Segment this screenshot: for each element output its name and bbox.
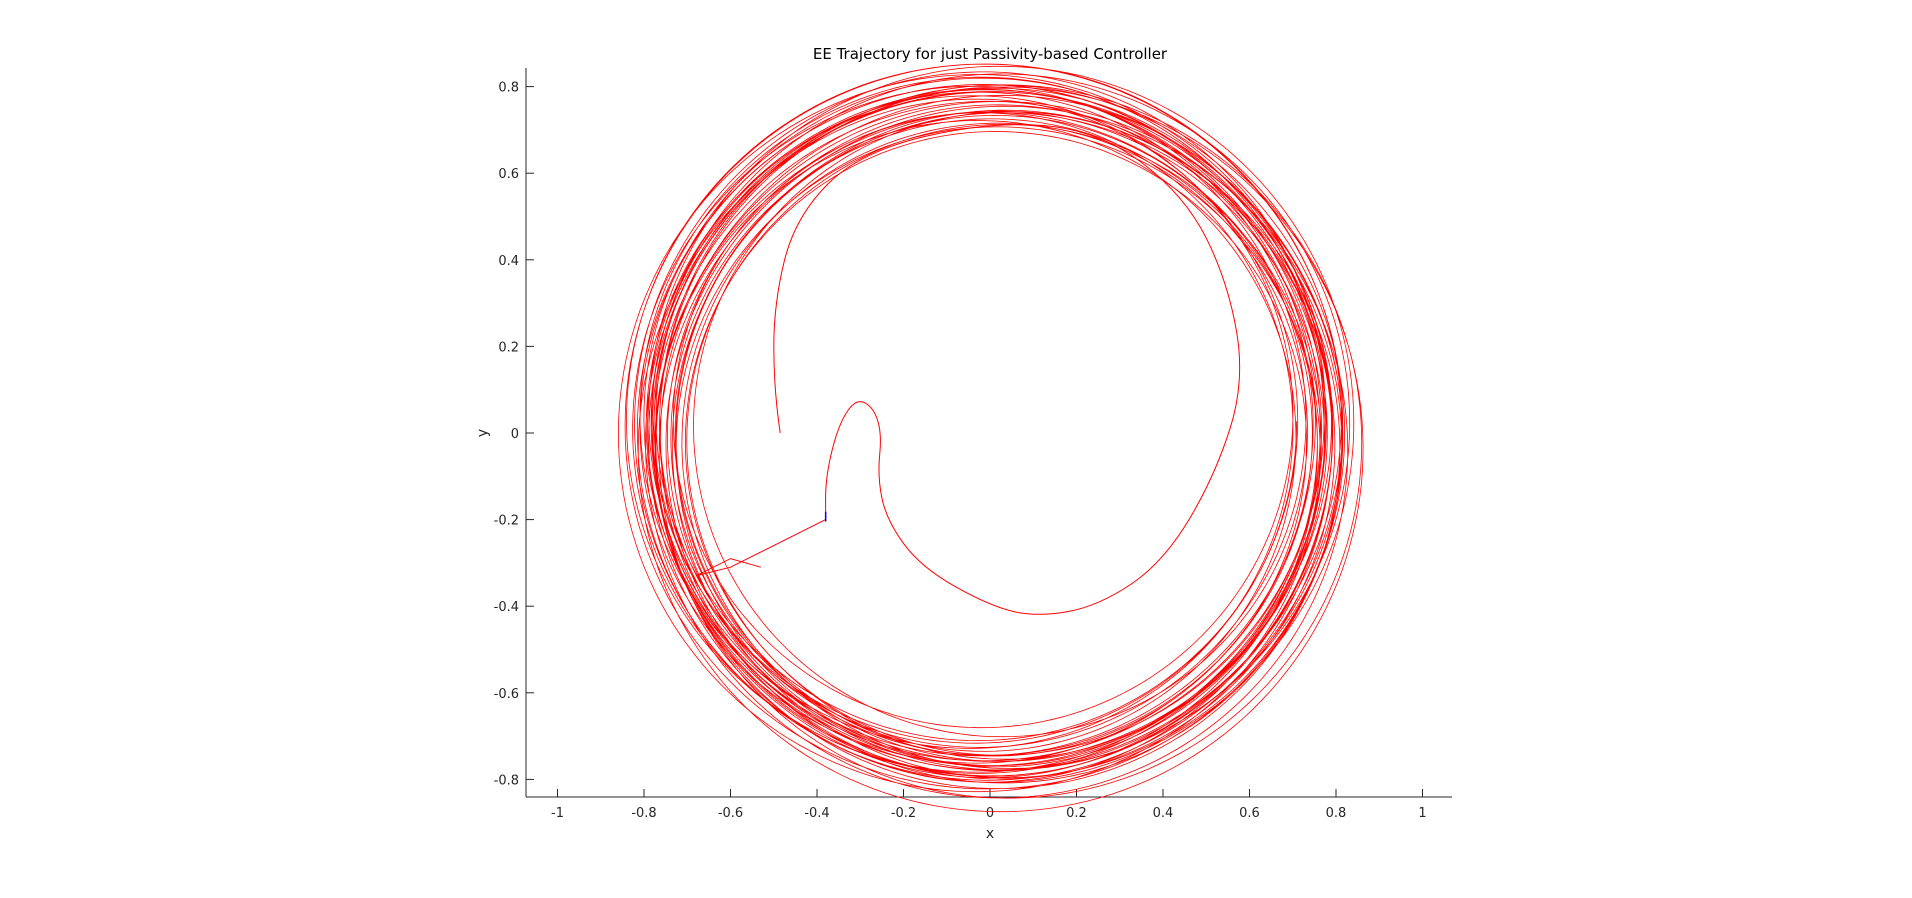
series-group — [617, 63, 1364, 813]
y-tick-label: 0.8 — [498, 81, 519, 96]
x-tick-label: 0.8 — [1326, 806, 1347, 821]
x-tick-label: -0.2 — [891, 806, 916, 821]
trajectory-inner-loop-line — [773, 124, 1241, 615]
x-tick-label: 0 — [986, 806, 994, 821]
x-tick-label: -0.4 — [804, 806, 829, 821]
y-tick-label: -0.8 — [494, 773, 519, 788]
y-tick-label: 0.4 — [498, 254, 519, 269]
y-tick-label: -0.6 — [494, 687, 519, 702]
x-tick-label: -0.6 — [718, 806, 743, 821]
y-tick-label: 0 — [511, 427, 519, 442]
trajectory-transient-line — [695, 519, 826, 577]
x-tick-label: 0.4 — [1153, 806, 1174, 821]
x-tick-label: 1 — [1418, 806, 1426, 821]
y-tick-label: -0.4 — [494, 600, 519, 615]
y-tick-label: 0.2 — [498, 340, 519, 355]
y-tick-label: 0.6 — [498, 167, 519, 182]
x-axis-label: x — [986, 826, 994, 842]
axes: -1 -0.8 -0.6 -0.4 -0.2 0 0.2 0.4 0.6 0.8 1 -0.8 -0.6… — [494, 68, 1452, 821]
y-tick-label: -0.2 — [494, 514, 519, 529]
chart-title: EE Trajectory for just Passivity-based C… — [813, 45, 1168, 63]
trajectory-orbit-line — [617, 63, 1364, 813]
x-tick-label: -0.8 — [631, 806, 656, 821]
y-axis-label: y — [475, 429, 491, 437]
x-tick-label: -1 — [551, 806, 564, 821]
x-tick-label: 0.2 — [1066, 806, 1087, 821]
x-tick-label: 0.6 — [1239, 806, 1260, 821]
